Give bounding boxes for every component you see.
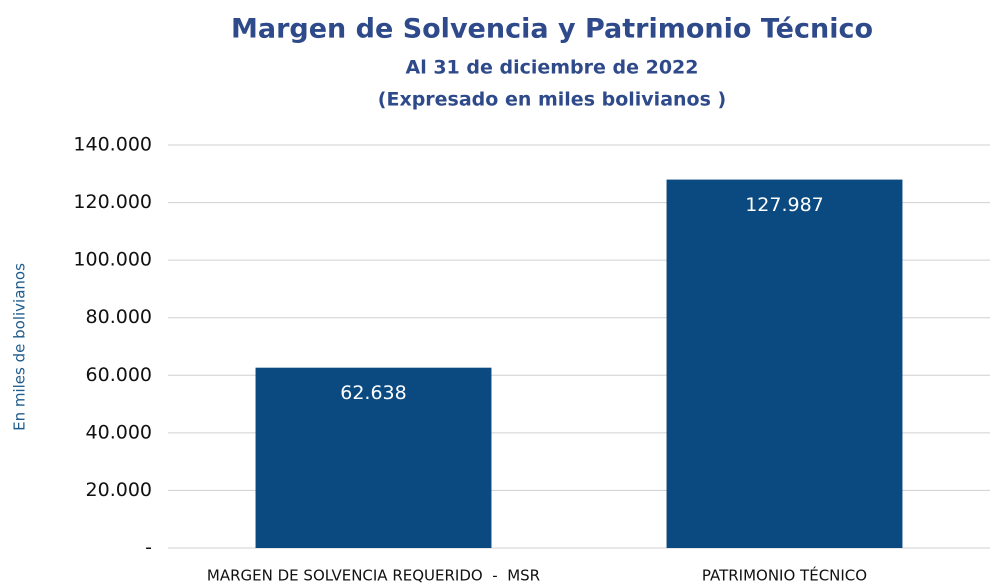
y-tick-label: 20.000 <box>86 479 152 501</box>
y-tick-label: 140.000 <box>73 134 152 156</box>
y-tick-label: 40.000 <box>86 421 152 443</box>
bar <box>666 179 903 549</box>
y-tick-label: 80.000 <box>86 306 152 328</box>
y-tick-label: - <box>145 537 152 559</box>
x-tick-label: MARGEN DE SOLVENCIA REQUERIDO - MSR <box>207 567 540 585</box>
data-label: 127.987 <box>745 194 824 216</box>
y-tick-label: 60.000 <box>86 364 152 386</box>
y-tick-label: 100.000 <box>73 249 152 271</box>
y-axis-label: En miles de bolivianos <box>11 263 29 431</box>
chart-title: Margen de Solvencia y Patrimonio Técnico <box>231 14 873 45</box>
y-tick-label: 120.000 <box>73 191 152 213</box>
data-label: 62.638 <box>340 382 406 404</box>
bar <box>255 367 492 548</box>
chart-note: (Expresado en miles bolivianos ) <box>378 89 726 111</box>
x-tick-label: PATRIMONIO TÉCNICO <box>702 566 867 585</box>
chart-subtitle: Al 31 de diciembre de 2022 <box>405 57 698 79</box>
